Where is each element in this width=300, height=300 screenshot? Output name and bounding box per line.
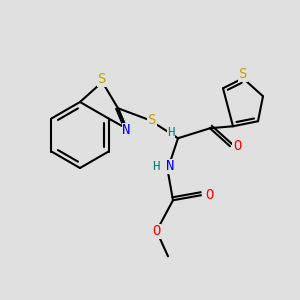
Text: N: N [122,124,131,137]
Text: S: S [98,72,106,86]
Text: N: N [166,159,174,173]
Text: S: S [239,67,247,81]
Text: S: S [148,113,156,127]
Text: O: O [205,188,213,202]
Text: H: H [167,126,175,139]
Text: H: H [152,160,160,173]
Text: O: O [233,139,241,153]
Text: O: O [152,224,160,238]
